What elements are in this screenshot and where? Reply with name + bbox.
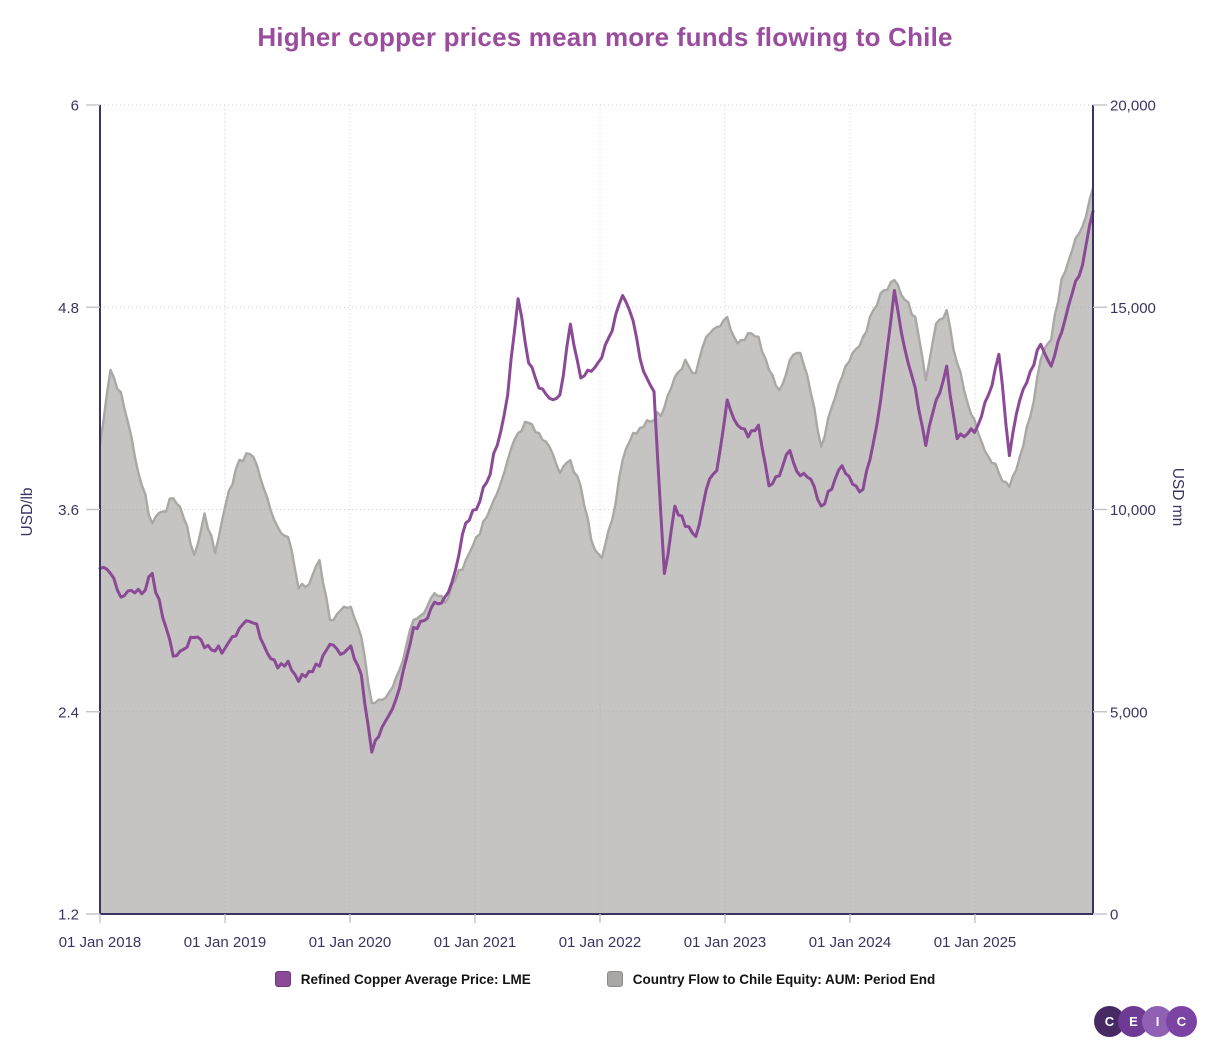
tick-label: 20,000 — [1110, 98, 1156, 115]
aum-series-swatch-icon — [606, 971, 623, 987]
tick-label: 01 Jan 2024 — [809, 934, 892, 951]
tick-label: 3.6 — [58, 502, 79, 519]
copper-series-swatch-icon — [274, 971, 291, 987]
chart-title: Higher copper prices mean more funds flo… — [257, 22, 953, 52]
tick-label: 10,000 — [1110, 502, 1156, 519]
ceic-logo-circle-c-3: C — [1166, 1006, 1197, 1037]
tick-label: 01 Jan 2023 — [684, 934, 767, 951]
tick-label: 1.2 — [58, 907, 79, 924]
tick-label: 4.8 — [58, 300, 79, 317]
legend-label-aum: Country Flow to Chile Equity: AUM: Perio… — [632, 971, 936, 987]
legend-label-copper: Refined Copper Average Price: LME — [300, 971, 531, 987]
right-axis-ticks: 20,000 15,000 10,000 5,000 0 — [1093, 98, 1156, 924]
tick-label: 01 Jan 2019 — [184, 934, 267, 951]
tick-label: 01 Jan 2022 — [559, 934, 642, 951]
legend-item-aum[interactable]: Country Flow to Chile Equity: AUM: Perio… — [606, 971, 936, 987]
left-axis-title: USD/lb — [19, 487, 36, 537]
tick-label: 15,000 — [1110, 300, 1156, 317]
right-axis-title: USD mn — [1169, 467, 1186, 527]
copper-line-series — [98, 209, 1095, 754]
tick-label: 01 Jan 2018 — [59, 934, 142, 951]
tick-label: 01 Jan 2021 — [434, 934, 517, 951]
chart-legend: Refined Copper Average Price: LME Countr… — [0, 971, 1210, 987]
tick-label: 6 — [71, 98, 79, 115]
tick-label: 0 — [1110, 907, 1118, 924]
aum-area-edge — [98, 187, 1095, 705]
left-axis-ticks: 6 4.8 3.6 2.4 1.2 — [58, 98, 100, 924]
aum-area-series — [98, 187, 1095, 914]
legend-item-copper[interactable]: Refined Copper Average Price: LME — [274, 971, 531, 987]
x-axis-ticks: 01 Jan 2018 01 Jan 2019 01 Jan 2020 01 Jan … — [59, 914, 1017, 951]
tick-label: 5,000 — [1110, 704, 1148, 721]
tick-label: 01 Jan 2020 — [309, 934, 392, 951]
tick-label: 2.4 — [58, 704, 79, 721]
tick-label: 01 Jan 2025 — [934, 934, 1017, 951]
